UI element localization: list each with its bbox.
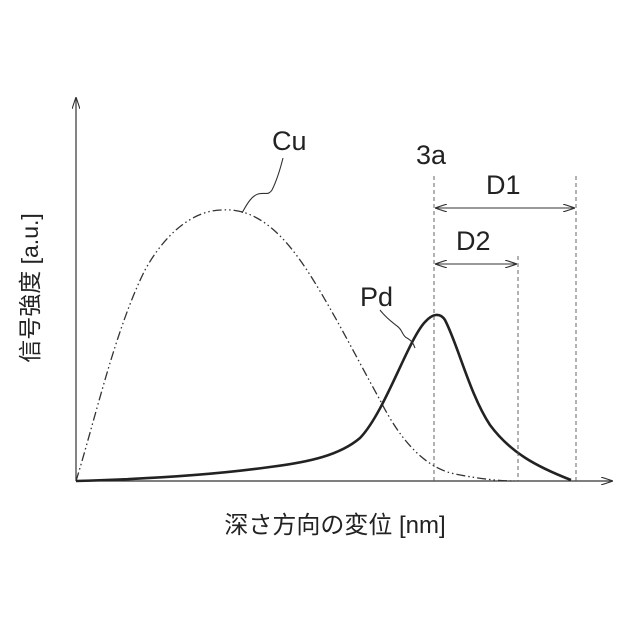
d2-label: D2 bbox=[456, 226, 491, 256]
y-axis-label: 信号強度 [a.u.] bbox=[17, 213, 43, 363]
pd-label: Pd bbox=[360, 282, 393, 312]
cu-label: Cu bbox=[272, 126, 307, 156]
cu-leader bbox=[242, 158, 283, 213]
pd-leader bbox=[380, 310, 415, 348]
d1-label: D1 bbox=[486, 170, 521, 200]
pd-curve bbox=[76, 315, 571, 481]
ref-label-3a: 3a bbox=[416, 140, 447, 170]
x-axis-label: 深さ方向の変位 [nm] bbox=[224, 512, 445, 539]
cu-curve bbox=[76, 210, 515, 481]
